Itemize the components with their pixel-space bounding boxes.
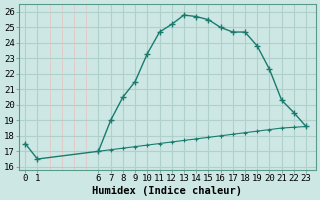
X-axis label: Humidex (Indice chaleur): Humidex (Indice chaleur) [92, 186, 243, 196]
